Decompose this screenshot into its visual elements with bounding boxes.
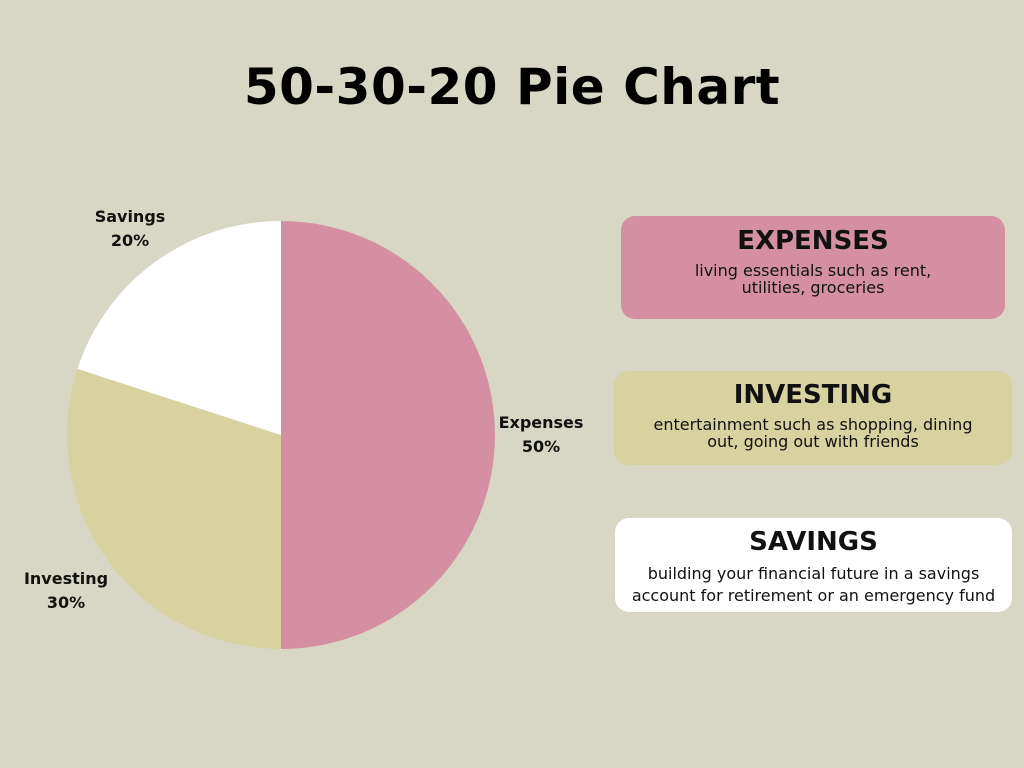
card-description-savings: building your financial future in a savi…	[631, 564, 996, 605]
pie-slice-expenses	[281, 221, 495, 649]
card-description-investing: entertainment such as shopping, dining o…	[653, 415, 973, 451]
slice-label-savings: Savings 20%	[75, 205, 185, 253]
pie-slice-savings	[77, 221, 281, 435]
slice-value-savings: 20%	[110, 231, 150, 250]
slice-value-investing: 30%	[46, 593, 86, 612]
slice-name-investing: Investing	[23, 569, 109, 588]
card-savings: SAVINGS building your financial future i…	[615, 518, 1012, 612]
slice-label-expenses: Expenses 50%	[486, 411, 596, 459]
card-investing: INVESTING entertainment such as shopping…	[614, 371, 1012, 465]
card-title-savings: SAVINGS	[749, 527, 878, 557]
card-expenses: EXPENSES living essentials such as rent,…	[621, 216, 1005, 319]
slice-name-savings: Savings	[94, 207, 166, 226]
card-description-expenses: living essentials such as rent, utilitie…	[694, 261, 932, 297]
pie-slice-investing	[66, 368, 281, 649]
slice-value-expenses: 50%	[521, 437, 561, 456]
chart-title: 50-30-20 Pie Chart	[243, 58, 781, 116]
card-title-expenses: EXPENSES	[737, 226, 889, 256]
slice-label-investing: Investing 30%	[11, 567, 121, 615]
slice-name-expenses: Expenses	[498, 413, 584, 432]
card-title-investing: INVESTING	[733, 380, 893, 410]
